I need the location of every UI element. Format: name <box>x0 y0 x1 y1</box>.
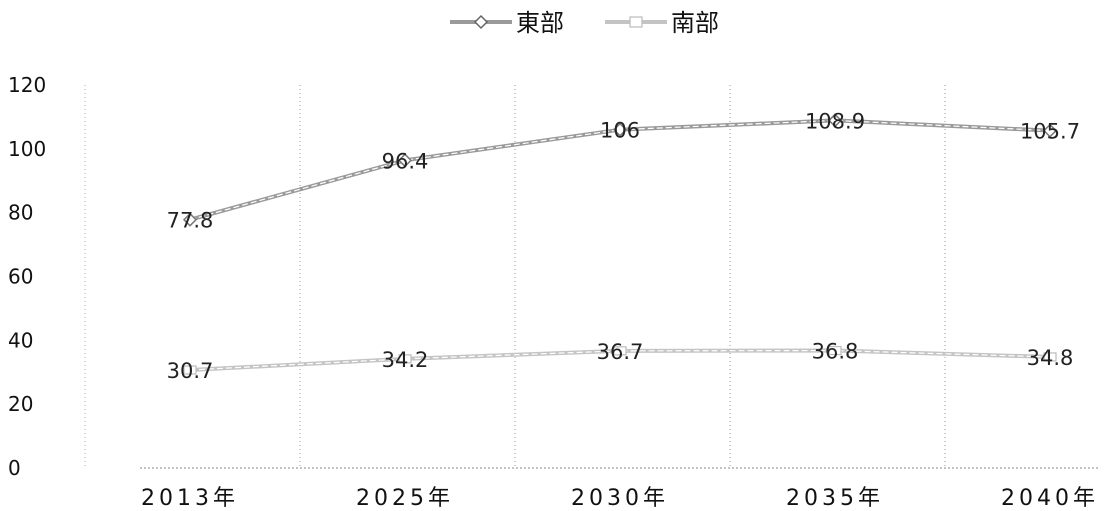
data-label: 108.9 <box>805 109 865 133</box>
y-tick-label: 0 <box>8 456 21 480</box>
y-tick-label: 100 <box>8 137 46 161</box>
x-tick-label: 2040年 <box>1001 486 1099 511</box>
series-point <box>1042 123 1058 138</box>
data-label: 34.8 <box>1027 346 1074 370</box>
data-label: 77.8 <box>167 209 214 233</box>
series-layer <box>182 113 1058 375</box>
data-label: 106 <box>600 119 640 143</box>
data-labels: 77.8 96.4 106 108.9 105.7 30.7 34.2 36.7 36.8 34.… <box>167 109 1080 383</box>
data-label: 96.4 <box>382 149 429 173</box>
series-point <box>612 122 628 137</box>
series-point <box>827 113 843 128</box>
legend-label: 東部 <box>516 9 564 37</box>
series-point <box>183 365 197 375</box>
x-tick-label: 2035年 <box>786 486 884 511</box>
data-label: 105.7 <box>1020 120 1080 144</box>
data-label: 36.8 <box>812 340 859 364</box>
y-tick-label: 80 <box>8 201 33 225</box>
y-tick-label: 120 <box>8 73 46 97</box>
data-label: 34.2 <box>382 348 429 372</box>
y-tick-label: 20 <box>8 392 33 416</box>
series-point <box>828 345 842 356</box>
series-point <box>398 354 412 364</box>
series-point <box>1043 352 1057 362</box>
legend-diamond-marker <box>473 14 489 30</box>
data-label: 36.7 <box>597 340 644 364</box>
x-tick-label: 2030年 <box>571 486 669 511</box>
x-tick-label: 2013年 <box>141 486 239 511</box>
series-point <box>182 212 198 227</box>
data-label: 30.7 <box>167 359 214 383</box>
legend: 東部 南部 <box>450 9 719 37</box>
series-point <box>397 153 413 168</box>
legend-label: 南部 <box>671 9 719 37</box>
series-point <box>613 346 627 356</box>
axes: 0 20 40 60 80 100 120 2013年 2025年 2030年 2035年 2040年 <box>8 73 1100 511</box>
x-tick-label: 2025年 <box>356 486 454 511</box>
legend-square-marker <box>629 16 643 28</box>
y-tick-label: 60 <box>8 265 33 289</box>
series-line-highlight-1 <box>189 119 1051 221</box>
y-tick-label: 40 <box>8 328 33 352</box>
